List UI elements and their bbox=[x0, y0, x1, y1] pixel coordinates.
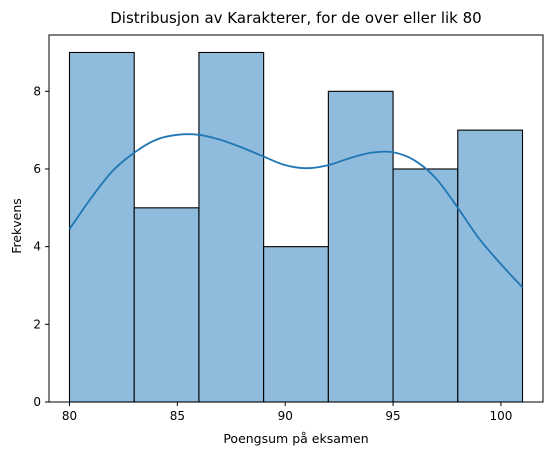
histogram-bar-5 bbox=[327, 90, 394, 403]
y-tick-label-6: 6 bbox=[33, 162, 41, 176]
x-tick-label-100: 100 bbox=[489, 409, 512, 423]
y-tick-label-4: 4 bbox=[33, 240, 41, 254]
y-tick-label-2: 2 bbox=[33, 317, 41, 331]
y-tick-label-0: 0 bbox=[33, 395, 41, 409]
histogram-bar-1 bbox=[68, 51, 135, 403]
x-tick-label-95: 95 bbox=[385, 409, 400, 423]
histogram-bar-4 bbox=[263, 246, 329, 403]
y-ticks: 0 2 4 6 8 bbox=[33, 84, 49, 409]
x-tick-label-90: 90 bbox=[278, 409, 293, 423]
plot-frame bbox=[48, 34, 544, 403]
x-tick-label-80: 80 bbox=[62, 409, 77, 423]
histogram-bar-2 bbox=[133, 207, 200, 403]
chart-title: Distribusjon av Karakterer, for de over … bbox=[110, 9, 481, 27]
x-axis-label: Poengsum på eksamen bbox=[223, 431, 368, 446]
kde-line bbox=[68, 133, 524, 289]
bars-group bbox=[68, 51, 524, 403]
histogram-bar-6 bbox=[392, 168, 459, 403]
y-axis-label: Frekvens bbox=[9, 198, 24, 254]
y-tick-label-8: 8 bbox=[33, 84, 41, 98]
histogram-bar-3 bbox=[198, 51, 265, 403]
x-ticks: 80 85 90 95 100 bbox=[62, 402, 512, 423]
histogram-bar-7 bbox=[457, 129, 524, 403]
x-tick-label-85: 85 bbox=[170, 409, 185, 423]
